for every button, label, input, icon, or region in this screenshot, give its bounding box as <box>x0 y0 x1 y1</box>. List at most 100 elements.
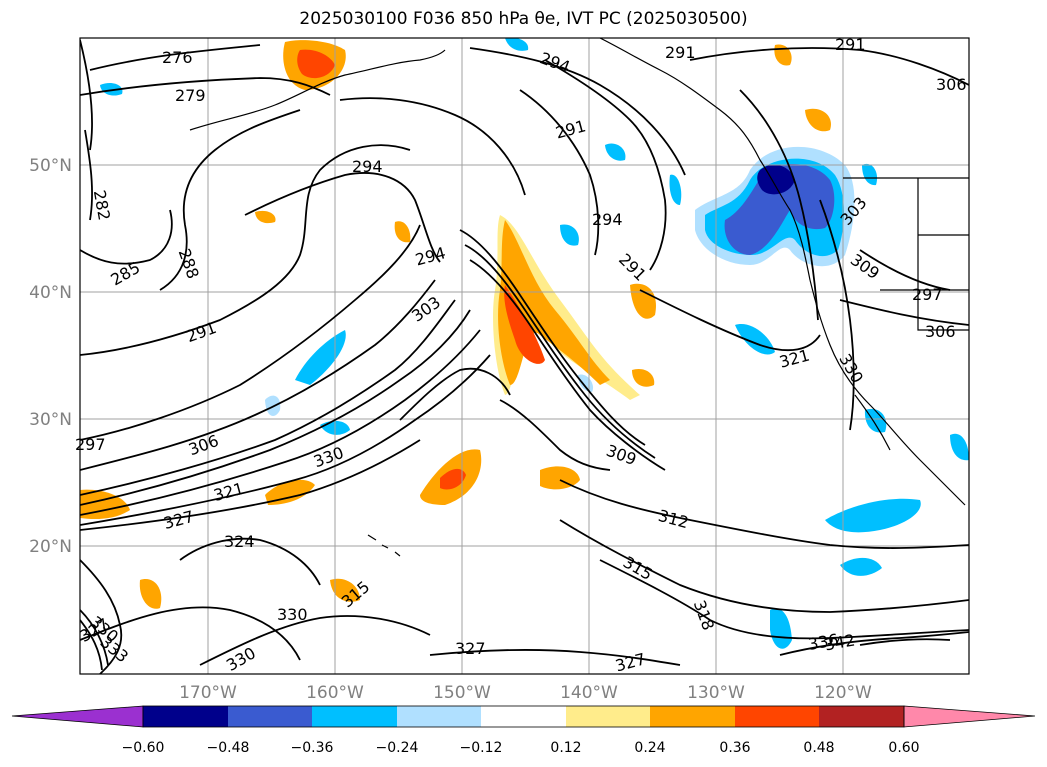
contour-label: 279 <box>175 86 206 105</box>
contour-294a <box>244 172 441 263</box>
contour-312b <box>559 479 969 549</box>
coast-us-west <box>809 279 966 506</box>
lat-label: 20°N <box>29 537 72 557</box>
lon-label: 170°W <box>179 683 237 703</box>
shade-neg-mid6 <box>605 143 626 161</box>
contour-300a <box>689 47 969 86</box>
shade-pos-sub1-strong <box>440 468 466 490</box>
contour-291c <box>469 47 686 176</box>
colorbar-tick: −0.60 <box>122 740 165 756</box>
shade-pos-nw3 <box>255 210 276 224</box>
contour-300 <box>80 279 436 471</box>
shade-pos-nw-strong <box>297 49 335 79</box>
shade-pos-nw2 <box>394 221 411 243</box>
latitude-labels: 50°N 40°N 30°N 20°N <box>29 156 72 557</box>
contour-303b <box>859 249 951 291</box>
coast-alaska <box>189 49 446 131</box>
map-frame <box>79 37 970 675</box>
shade-pos-front <box>493 215 640 400</box>
contour-neck1 <box>499 399 611 471</box>
colorbar-bin <box>819 706 904 727</box>
colorbar-bin <box>143 706 228 727</box>
shade-neg-top <box>505 38 529 51</box>
colorbar-tick: 0.12 <box>550 740 581 756</box>
colorbar-tick: 0.24 <box>634 740 665 756</box>
contour-312 <box>80 354 491 526</box>
contour-label: 327 <box>455 639 486 658</box>
shade-neg-e1 <box>862 163 878 186</box>
shade-neg-mid7 <box>669 174 682 205</box>
shade-neg-e2 <box>864 408 887 433</box>
shade-pos-off <box>632 368 655 387</box>
lat-label: 50°N <box>29 156 72 176</box>
colorbar-bin <box>650 706 735 727</box>
contour-306 <box>80 309 471 506</box>
lon-label: 120°W <box>814 683 872 703</box>
contour-297b <box>639 289 821 352</box>
contour-front1 <box>459 229 646 446</box>
contour-285 <box>80 209 173 265</box>
contour-315b <box>559 519 969 613</box>
shade-neg-se2 <box>840 557 882 576</box>
contour-label: 294 <box>352 157 383 176</box>
contour-309a <box>839 299 969 326</box>
contour-label: 330 <box>277 605 308 624</box>
contour-279 <box>80 77 331 96</box>
colorbar-extend-max <box>903 705 1036 728</box>
contour-294b <box>519 89 600 256</box>
contour-neck2 <box>399 367 511 421</box>
shade-neg-se3 <box>770 608 792 649</box>
contour-309 <box>80 329 481 516</box>
map-title: 2025030100 F036 850 hPa θe, IVT PC (2025… <box>299 9 748 29</box>
contour-321 <box>779 631 969 656</box>
contour-label: 294 <box>592 210 623 229</box>
shade-pos-ak2 <box>774 44 792 66</box>
contour-label: 324 <box>224 532 255 551</box>
map-plot-area <box>80 38 969 674</box>
lat-label: 40°N <box>29 283 72 303</box>
contour-291b <box>544 59 667 271</box>
contour-label: 291 <box>835 35 866 54</box>
contour-label: 306 <box>925 322 956 341</box>
contour-324 <box>179 537 321 586</box>
shade-neg-pnw-max <box>757 164 795 195</box>
shade-neg-mid5 <box>560 224 579 246</box>
colorbar-tick: −0.36 <box>291 740 334 756</box>
shade-neg-se <box>825 498 921 533</box>
shade-pos-sub4 <box>540 466 580 490</box>
contour-297 <box>80 224 421 441</box>
contour-333 <box>80 619 103 671</box>
contour-front3 <box>469 259 666 471</box>
contour-315 <box>80 439 421 531</box>
lat-label: 30°N <box>29 410 72 430</box>
contour-291a <box>80 144 411 356</box>
contour-318 <box>599 559 969 640</box>
lat-lon-grid <box>80 38 969 674</box>
colorbar-bin <box>228 706 312 727</box>
coast-hawaii <box>367 534 401 557</box>
shade-pos-sub6 <box>330 578 360 602</box>
colorbar-bin <box>312 706 397 727</box>
colorbar-bin <box>566 706 650 727</box>
contour-276 <box>89 44 261 71</box>
shade-pos-sub5 <box>139 579 162 609</box>
colorbar-tick: −0.48 <box>207 740 250 756</box>
contour-label: 297 <box>912 285 943 304</box>
contour-294c <box>339 97 526 196</box>
shade-neg-pnw-strong <box>724 163 835 255</box>
colorbar-tick: 0.60 <box>888 740 919 756</box>
contour-282b <box>80 39 93 151</box>
contour-330b <box>80 559 123 674</box>
colorbar-bin <box>481 706 566 727</box>
contour-label: 297 <box>75 435 106 454</box>
longitude-labels: 170°W 160°W 150°W 140°W 130°W 120°W <box>179 683 872 703</box>
lon-label: 150°W <box>433 683 491 703</box>
coast-bc <box>759 159 811 281</box>
colorbar-bin <box>735 706 819 727</box>
shade-neg-nw <box>100 83 123 96</box>
contour-282 <box>84 129 93 221</box>
lon-label: 130°W <box>687 683 745 703</box>
contour-303a <box>739 89 819 321</box>
contour-288 <box>159 109 301 291</box>
contour-label: 306 <box>936 75 967 94</box>
